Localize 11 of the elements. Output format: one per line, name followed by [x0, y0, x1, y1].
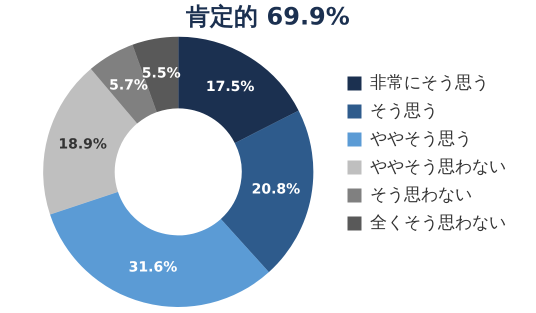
data-label: 18.9%	[58, 136, 107, 153]
data-label: 20.8%	[252, 182, 300, 198]
legend-label: 全くそう思わない	[370, 212, 506, 233]
legend-label: ややそう思わない	[370, 156, 506, 177]
data-label: 17.5%	[206, 78, 254, 95]
legend-label: そう思う	[370, 100, 438, 121]
data-label: 31.6%	[128, 260, 178, 276]
legend-label: 非常にそう思う	[370, 72, 489, 93]
legend-label: ややそう思う	[370, 128, 472, 149]
legend-label: そう思わない	[370, 184, 472, 205]
chart-title: 肯定的 69.9%	[185, 2, 350, 31]
